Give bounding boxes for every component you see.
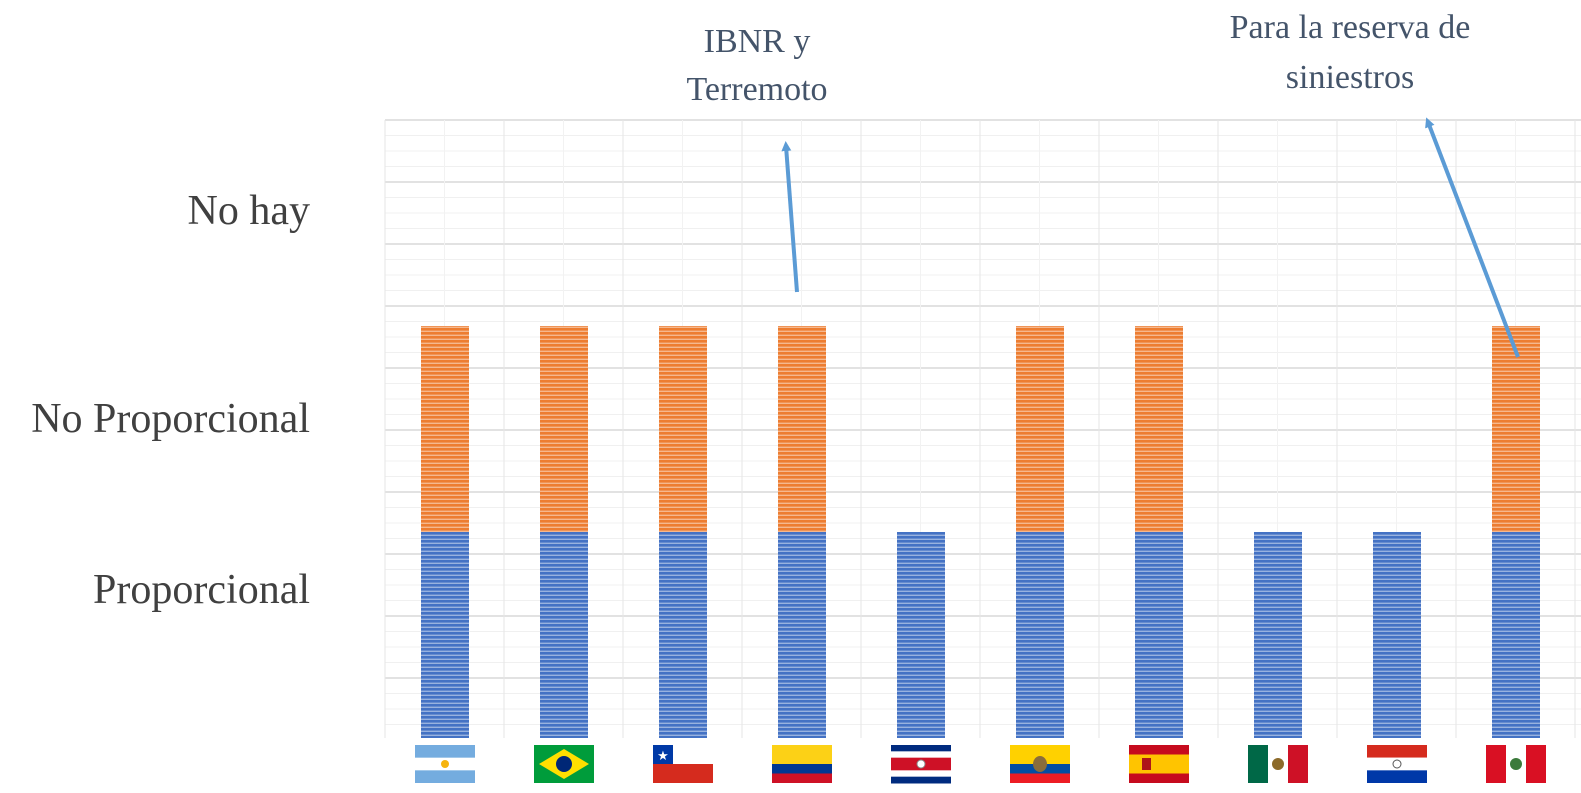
bar-texture bbox=[421, 532, 469, 738]
bar-texture bbox=[1492, 326, 1540, 532]
y-level-label: No hay bbox=[188, 188, 310, 234]
bar-texture bbox=[421, 326, 469, 532]
flag-ecuador-icon bbox=[1010, 745, 1070, 783]
flag-mexico-icon bbox=[1248, 745, 1308, 783]
flag-costa-rica-icon bbox=[891, 745, 951, 784]
bar-texture bbox=[1254, 532, 1302, 738]
y-axis-levels: Proporcional No Proporcional No hay bbox=[31, 188, 310, 613]
annotation-ibnr-line-2: Terremoto bbox=[686, 71, 827, 108]
flag-brazil-icon bbox=[534, 745, 594, 783]
bar-texture bbox=[1135, 532, 1183, 738]
bar-texture bbox=[1016, 326, 1064, 532]
bar-texture bbox=[1016, 532, 1064, 738]
y-level-label: Proporcional bbox=[93, 567, 310, 613]
flag-argentina-icon bbox=[415, 745, 475, 783]
bar-texture bbox=[897, 532, 945, 738]
bar-texture bbox=[659, 326, 707, 532]
x-axis-flags: ★ bbox=[415, 745, 1546, 784]
bars bbox=[421, 326, 1540, 738]
flag-paraguay-icon bbox=[1367, 745, 1427, 783]
bar-texture bbox=[778, 326, 826, 532]
flag-colombia-icon bbox=[772, 745, 832, 783]
bar-texture bbox=[1373, 532, 1421, 738]
bar-texture bbox=[1135, 326, 1183, 532]
annotations: IBNR y Terremoto Para la reserva de sini… bbox=[686, 9, 1520, 358]
annotation-reserva-line-2: siniestros bbox=[1286, 59, 1414, 96]
bar-texture bbox=[540, 326, 588, 532]
bar-texture bbox=[1492, 532, 1540, 738]
svg-text:★: ★ bbox=[657, 749, 669, 764]
bar-texture bbox=[659, 532, 707, 738]
flag-peru-icon bbox=[1486, 745, 1546, 783]
annotation-reserva-line-1: Para la reserva de bbox=[1230, 9, 1471, 46]
bar-texture bbox=[778, 532, 826, 738]
bar-texture bbox=[540, 532, 588, 738]
annotation-ibnr-line-1: IBNR y bbox=[704, 23, 811, 60]
flag-chile-icon: ★ bbox=[653, 745, 713, 783]
annotation-arrow bbox=[1425, 117, 1520, 358]
flag-spain-icon bbox=[1129, 745, 1189, 783]
annotation-arrow bbox=[781, 141, 799, 293]
y-level-label: No Proporcional bbox=[31, 396, 310, 442]
